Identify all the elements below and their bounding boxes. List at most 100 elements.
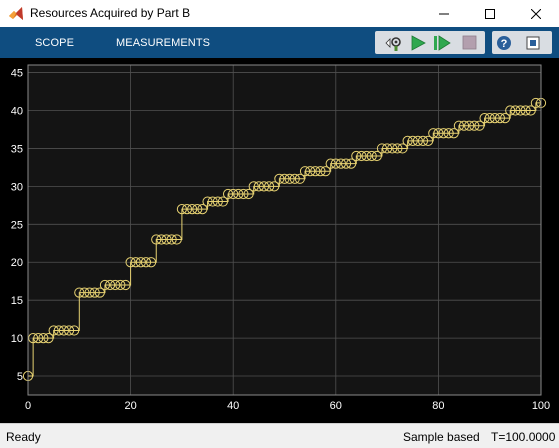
data-point-marker <box>499 113 511 124</box>
y-tick-label: 20 <box>11 257 23 269</box>
data-point-marker <box>48 325 59 336</box>
data-point-marker <box>115 279 126 291</box>
step-forward-button[interactable] <box>432 33 452 52</box>
close-icon <box>531 8 541 19</box>
data-point-marker <box>433 128 444 139</box>
data-point-marker <box>458 120 470 131</box>
run-button[interactable] <box>408 33 428 52</box>
data-point-marker <box>243 188 254 200</box>
data-point-marker <box>228 188 239 200</box>
undock-icon <box>526 36 540 49</box>
run-controls-group <box>375 31 485 54</box>
x-tick-label: 0 <box>25 400 31 412</box>
data-point-marker <box>423 135 434 146</box>
data-point-marker <box>110 279 121 291</box>
status-mode: Sample based <box>403 430 480 444</box>
data-point-marker <box>474 120 485 131</box>
data-point-marker <box>28 333 39 344</box>
data-point-marker <box>479 113 490 124</box>
y-axis-ticks: 5 10 15 20 25 30 35 40 45 <box>11 68 23 383</box>
data-point-marker <box>63 325 75 336</box>
y-tick-label: 35 <box>11 143 23 155</box>
data-point-marker <box>530 97 541 109</box>
axes-border <box>27 64 542 396</box>
data-point-marker <box>505 105 516 116</box>
data-point-marker <box>356 150 367 162</box>
step-forward-icon <box>434 34 451 51</box>
stop-icon <box>462 35 476 50</box>
data-point-marker <box>320 166 331 177</box>
data-point-marker <box>438 128 449 139</box>
status-bar: Ready Sample based T=100.0000 <box>0 423 559 448</box>
data-point-marker <box>412 135 423 146</box>
data-point-marker <box>289 173 300 184</box>
undock-button[interactable] <box>523 33 543 52</box>
data-point-marker <box>402 135 413 146</box>
data-point-marker <box>217 196 229 207</box>
data-point-marker <box>161 234 172 245</box>
tab-measurements[interactable]: MEASUREMENTS <box>116 37 211 49</box>
x-tick-label: 40 <box>227 400 239 412</box>
y-tick-label: 45 <box>11 68 23 80</box>
data-point-marker <box>387 143 398 154</box>
data-point-marker <box>176 204 187 215</box>
tab-scope[interactable]: SCOPE <box>35 37 75 49</box>
data-point-marker <box>453 120 465 131</box>
data-point-marker <box>135 257 146 268</box>
help-button[interactable]: ? <box>494 33 514 52</box>
minimize-icon <box>439 13 449 14</box>
data-point-marker <box>392 143 403 154</box>
x-axis-ticks: 0 20 40 60 80 100 <box>25 400 550 412</box>
run-icon <box>411 34 426 51</box>
data-point-marker <box>279 173 290 184</box>
data-point-marker <box>192 204 203 215</box>
maximize-button[interactable] <box>467 0 513 27</box>
data-point-marker <box>494 113 506 124</box>
data-point-marker <box>407 135 418 146</box>
scope-plot[interactable]: 5 10 15 20 25 30 35 40 45 0 20 40 60 80 100 <box>0 58 559 423</box>
x-tick-label: 100 <box>532 400 550 412</box>
close-button[interactable] <box>513 0 559 27</box>
data-point-marker <box>305 166 316 177</box>
data-point-marker <box>181 204 193 215</box>
stop-button[interactable] <box>459 33 479 52</box>
x-tick-label: 80 <box>432 400 444 412</box>
data-point-marker <box>43 333 54 344</box>
data-point-marker <box>258 181 270 192</box>
data-point-marker <box>469 120 480 131</box>
data-point-marker <box>428 128 439 139</box>
data-point-marker <box>248 181 259 192</box>
data-point-marker <box>371 150 382 162</box>
data-point-marker <box>238 188 249 200</box>
data-point-marker <box>325 158 336 169</box>
data-point-marker <box>274 173 285 184</box>
data-point-marker <box>417 135 429 146</box>
minimize-button[interactable] <box>421 0 467 27</box>
data-point-marker <box>361 150 372 162</box>
data-point-marker <box>146 257 157 268</box>
data-point-marker <box>330 158 341 169</box>
y-tick-label: 25 <box>11 219 23 231</box>
data-point-marker <box>53 325 64 336</box>
settings-icon <box>385 36 401 51</box>
axes-background <box>28 65 541 395</box>
data-point-marker <box>74 287 85 298</box>
data-point-marker <box>382 143 393 154</box>
data-point-marker <box>443 128 454 139</box>
maximize-icon <box>485 8 495 19</box>
data-point-marker <box>166 234 177 245</box>
window-title-bar: Resources Acquired by Part B <box>0 0 559 27</box>
data-point-marker <box>346 158 357 169</box>
y-tick-label: 15 <box>11 295 23 307</box>
y-tick-label: 5 <box>17 371 23 383</box>
x-tick-label: 20 <box>124 400 136 412</box>
y-tick-label: 40 <box>11 106 23 118</box>
data-point-marker <box>140 257 152 268</box>
settings-button[interactable] <box>384 33 404 52</box>
data-point-marker <box>212 196 223 207</box>
help-icon: ? <box>497 35 511 50</box>
y-tick-label: 30 <box>11 181 23 193</box>
data-point-marker <box>448 128 459 139</box>
data-point-marker <box>269 181 280 192</box>
matlab-logo-icon <box>9 7 23 20</box>
